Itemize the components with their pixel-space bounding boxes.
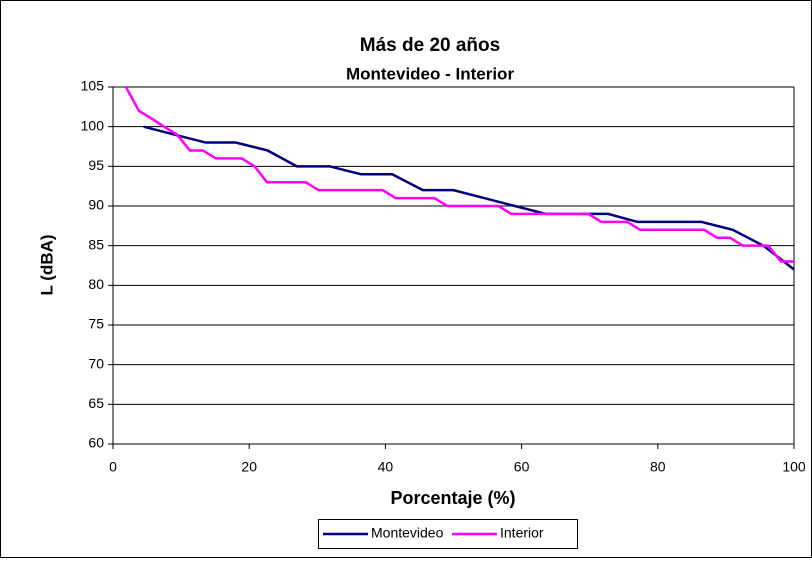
y-tick-label: 85 — [88, 236, 104, 252]
chart-title: Más de 20 años — [360, 35, 500, 56]
y-tick-label: 105 — [81, 78, 105, 94]
x-tick-label: 40 — [378, 459, 394, 475]
y-tick-label: 75 — [88, 316, 104, 332]
y-tick-label: 95 — [88, 157, 104, 173]
x-tick-label: 0 — [109, 459, 117, 475]
y-tick-label: 100 — [81, 117, 105, 133]
series-line — [124, 86, 794, 263]
y-tick-label: 65 — [88, 395, 104, 411]
x-tick-label: 60 — [514, 459, 530, 475]
y-tick-label: 70 — [88, 355, 104, 371]
legend-label: Montevideo — [371, 525, 444, 541]
x-tick-label: 80 — [650, 459, 666, 475]
x-tick-label: 100 — [782, 459, 806, 475]
x-axis-title: Porcentaje (%) — [390, 488, 515, 508]
y-tick-label: 90 — [88, 197, 104, 213]
series-line — [143, 125, 795, 271]
y-axis-title: L (dBA) — [37, 234, 56, 295]
y-tick-label: 80 — [88, 276, 104, 292]
chart-subtitle: Montevideo - Interior — [346, 64, 515, 83]
y-tick-label: 60 — [88, 435, 104, 451]
legend-label: Interior — [500, 525, 544, 541]
x-tick-label: 20 — [241, 459, 257, 475]
